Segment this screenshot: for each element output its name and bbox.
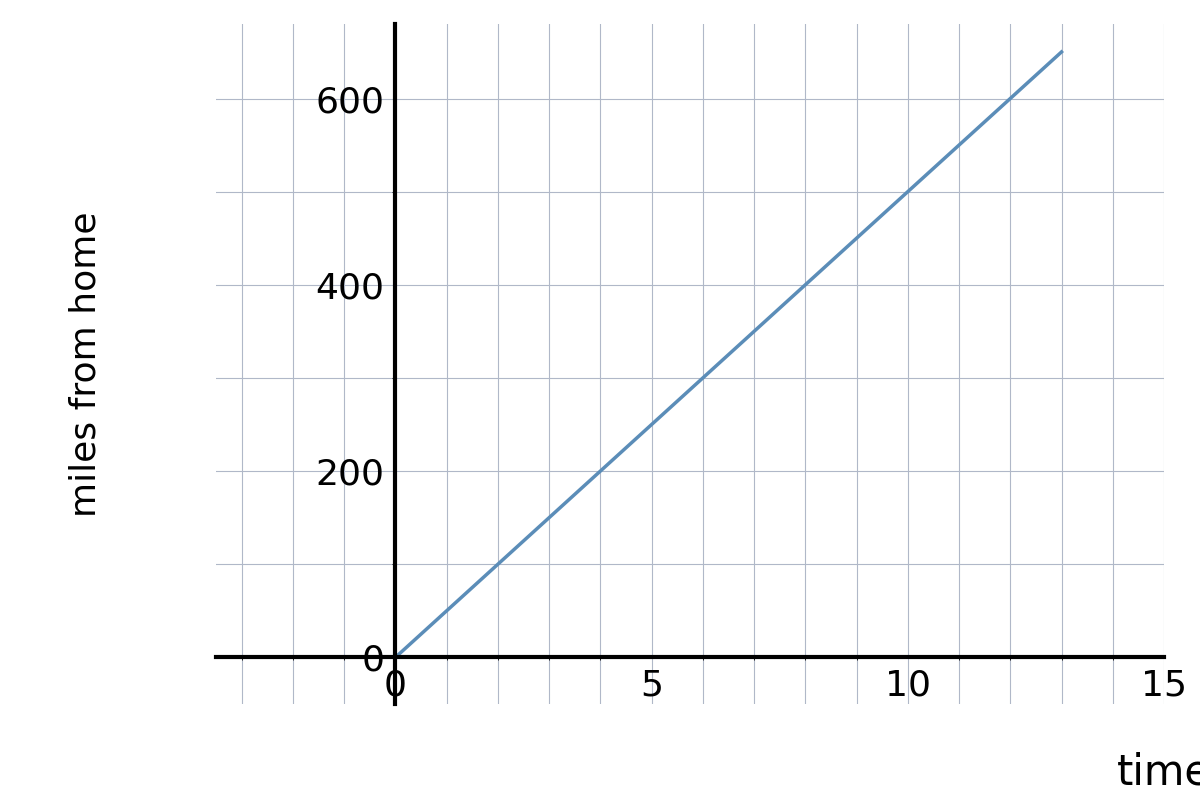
Y-axis label: miles from home: miles from home	[68, 211, 102, 517]
X-axis label: time: time	[1117, 752, 1200, 794]
